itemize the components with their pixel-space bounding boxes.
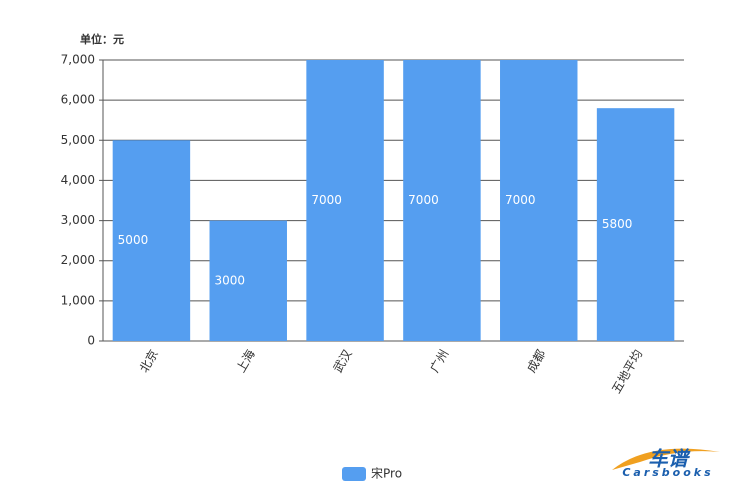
y-axis-unit: 单位：元 [80,32,124,46]
y-tick-label: 0 [87,334,95,348]
x-tick-label: 广州 [427,347,451,375]
y-tick-label: 5,000 [61,133,95,147]
x-tick-label: 上海 [233,347,258,375]
bar [209,220,287,341]
data-label: 5000 [118,233,149,247]
y-tick-label: 6,000 [61,93,95,107]
bar [500,60,578,341]
bar [596,108,675,342]
x-tick-label: 成都 [524,347,548,375]
data-label: 7000 [311,193,342,207]
bar [306,60,384,341]
y-tick-label: 7,000 [61,53,95,67]
x-tick-label: 北京 [137,347,161,375]
logo: 车谱 Carsbooks [612,447,720,479]
data-label: 5800 [602,217,633,231]
y-tick-label: 1,000 [61,293,95,307]
legend-label: 宋Pro [371,466,402,481]
data-label: 7000 [408,193,439,207]
y-tick-label: 4,000 [61,173,95,187]
data-label: 7000 [505,193,536,207]
data-label: 3000 [215,273,246,287]
logo-swoosh [612,448,720,470]
legend-swatch [342,467,366,481]
logo-en: Carsbooks [622,466,713,479]
logo-cn: 车谱 [648,447,691,471]
x-tick-label: 武汉 [331,347,355,375]
y-tick-label: 3,000 [61,213,95,227]
bar [403,60,481,341]
bar [112,140,191,341]
y-tick-label: 2,000 [61,253,95,267]
x-tick-label: 五地平均 [609,347,645,396]
